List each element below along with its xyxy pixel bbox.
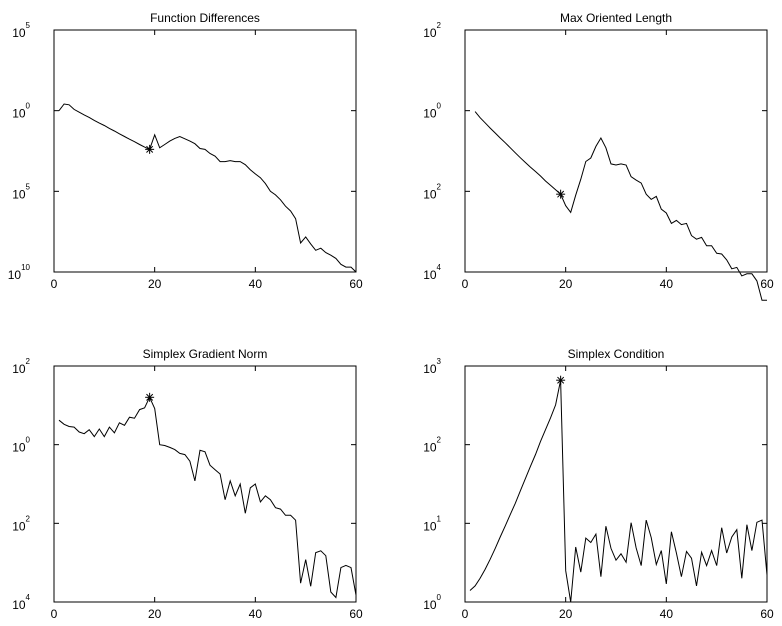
chart-2: Max Oriented Length 0 20 40 60 102 100 102 104 <box>423 11 774 301</box>
series-line <box>474 111 767 301</box>
y-tick-label: 104 <box>12 593 30 612</box>
x-tick-label: 60 <box>760 607 774 621</box>
series-line <box>58 396 357 599</box>
y-tick-label: 100 <box>12 102 30 121</box>
chart-title: Function Differences <box>150 11 260 25</box>
y-tick-label: 104 <box>423 263 441 282</box>
asterisk-marker <box>145 392 155 402</box>
x-tick-label: 0 <box>51 277 58 291</box>
axes-box <box>53 29 357 273</box>
y-tick-label: 103 <box>423 357 441 376</box>
y-tick-label: 102 <box>12 514 30 533</box>
axes-box <box>464 29 768 273</box>
y-tick-label: 100 <box>423 593 441 612</box>
chart-title: Simplex Gradient Norm <box>143 347 268 361</box>
x-tick-label: 40 <box>249 607 263 621</box>
y-tick-label: 105 <box>12 182 30 201</box>
series-line <box>58 103 357 273</box>
y-tick-label: 105 <box>12 21 30 40</box>
y-tick-label: 100 <box>12 436 30 455</box>
series-line <box>469 380 768 603</box>
chart-3: Simplex Gradient Norm 0 20 40 60 102 100 102 104 <box>12 347 363 621</box>
y-tick-label: 1010 <box>8 263 31 282</box>
axes-box <box>464 365 768 603</box>
asterisk-marker <box>556 375 566 385</box>
asterisk-marker <box>145 144 155 154</box>
chart-title: Max Oriented Length <box>560 11 672 25</box>
x-tick-label: 60 <box>349 607 363 621</box>
asterisk-marker <box>556 189 566 199</box>
x-tick-label: 40 <box>249 277 263 291</box>
x-tick-label: 0 <box>462 607 469 621</box>
x-tick-label: 20 <box>148 607 162 621</box>
chart-4: Simplex Condition 0 20 40 60 103 102 101 100 <box>423 347 774 621</box>
x-tick-label: 0 <box>462 277 469 291</box>
chart-title: Simplex Condition <box>568 347 665 361</box>
y-tick-label: 100 <box>423 102 441 121</box>
x-tick-label: 20 <box>559 277 573 291</box>
y-tick-label: 102 <box>423 182 441 201</box>
x-tick-label: 40 <box>660 277 674 291</box>
y-tick-label: 101 <box>423 514 441 533</box>
x-tick-label: 60 <box>349 277 363 291</box>
x-tick-label: 20 <box>559 607 573 621</box>
x-tick-label: 0 <box>51 607 58 621</box>
chart-1: Function Differences 0 20 40 60 105 100 105 1010 <box>8 11 363 291</box>
y-tick-label: 102 <box>12 357 30 376</box>
x-tick-label: 20 <box>148 277 162 291</box>
y-tick-label: 102 <box>423 21 441 40</box>
axes-box <box>53 365 357 603</box>
y-tick-label: 102 <box>423 436 441 455</box>
x-tick-label: 60 <box>760 277 774 291</box>
x-tick-label: 40 <box>660 607 674 621</box>
